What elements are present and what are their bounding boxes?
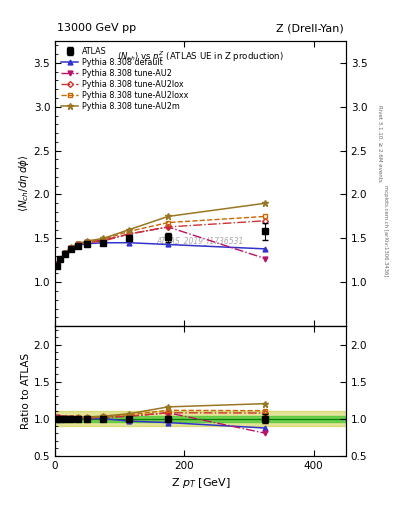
Text: Z (Drell-Yan): Z (Drell-Yan) [276, 23, 344, 33]
Pythia 8.308 tune-AU2loxx [85, 239, 90, 245]
Legend: ATLAS, Pythia 8.308 default, Pythia 8.308 tune-AU2, Pythia 8.308 tune-AU2lox, Py: ATLAS, Pythia 8.308 default, Pythia 8.30… [59, 45, 189, 112]
Pythia 8.308 tune-AU2m [54, 263, 59, 269]
Pythia 8.308 tune-AU2 [166, 224, 171, 230]
Pythia 8.308 tune-AU2lox [127, 231, 132, 237]
Pythia 8.308 tune-AU2loxx [127, 228, 132, 234]
Pythia 8.308 tune-AU2 [85, 239, 90, 245]
Pythia 8.308 tune-AU2lox [69, 245, 73, 251]
Pythia 8.308 tune-AU2 [62, 250, 67, 257]
Pythia 8.308 default [54, 262, 59, 268]
Pythia 8.308 tune-AU2 [101, 237, 106, 243]
Pythia 8.308 tune-AU2m [57, 257, 62, 263]
Y-axis label: $\langle N_{ch}/d\eta\,d\phi\rangle$: $\langle N_{ch}/d\eta\,d\phi\rangle$ [17, 155, 31, 212]
Text: mcplots.cern.ch [arXiv:1306.3436]: mcplots.cern.ch [arXiv:1306.3436] [383, 185, 387, 276]
Pythia 8.308 default [101, 240, 106, 246]
Pythia 8.308 tune-AU2 [75, 242, 80, 248]
Pythia 8.308 tune-AU2 [57, 255, 62, 262]
Bar [55, 411, 346, 426]
Y-axis label: Ratio to ATLAS: Ratio to ATLAS [21, 353, 31, 429]
Pythia 8.308 tune-AU2lox [101, 238, 106, 244]
Pythia 8.308 default [127, 240, 132, 246]
Pythia 8.308 tune-AU2 [263, 255, 267, 262]
X-axis label: Z $p_T$ [GeV]: Z $p_T$ [GeV] [171, 476, 230, 490]
Pythia 8.308 tune-AU2lox [85, 240, 90, 246]
Text: ATLAS_2019_I1736531: ATLAS_2019_I1736531 [157, 236, 244, 245]
Pythia 8.308 tune-AU2loxx [75, 242, 80, 248]
Pythia 8.308 tune-AU2lox [166, 224, 171, 230]
Pythia 8.308 default [166, 242, 171, 248]
Pythia 8.308 tune-AU2loxx [69, 245, 73, 251]
Pythia 8.308 default [85, 241, 90, 247]
Pythia 8.308 tune-AU2m [166, 214, 171, 220]
Pythia 8.308 tune-AU2lox [57, 255, 62, 262]
Pythia 8.308 tune-AU2loxx [62, 250, 67, 257]
Pythia 8.308 tune-AU2m [75, 241, 80, 247]
Text: $\langle N_{ch}\rangle$ vs $p_T^Z$ (ATLAS UE in Z production): $\langle N_{ch}\rangle$ vs $p_T^Z$ (ATLA… [117, 50, 284, 65]
Pythia 8.308 tune-AU2m [69, 244, 73, 250]
Pythia 8.308 tune-AU2 [69, 245, 73, 251]
Pythia 8.308 default [75, 242, 80, 248]
Pythia 8.308 default [69, 246, 73, 252]
Pythia 8.308 tune-AU2loxx [101, 236, 106, 242]
Pythia 8.308 tune-AU2lox [263, 218, 267, 224]
Text: Rivet 3.1.10, ≥ 2.6M events: Rivet 3.1.10, ≥ 2.6M events [377, 105, 382, 182]
Pythia 8.308 tune-AU2lox [62, 250, 67, 257]
Pythia 8.308 default [57, 257, 62, 263]
Pythia 8.308 tune-AU2loxx [166, 220, 171, 226]
Pythia 8.308 tune-AU2m [85, 238, 90, 244]
Pythia 8.308 tune-AU2loxx [263, 214, 267, 220]
Pythia 8.308 tune-AU2m [127, 226, 132, 232]
Pythia 8.308 tune-AU2m [62, 250, 67, 257]
Pythia 8.308 default [62, 251, 67, 257]
Pythia 8.308 tune-AU2 [127, 231, 132, 237]
Pythia 8.308 tune-AU2 [54, 261, 59, 267]
Line: Pythia 8.308 tune-AU2lox: Pythia 8.308 tune-AU2lox [55, 219, 267, 267]
Line: Pythia 8.308 default: Pythia 8.308 default [54, 240, 268, 267]
Pythia 8.308 default [263, 246, 267, 252]
Line: Pythia 8.308 tune-AU2loxx: Pythia 8.308 tune-AU2loxx [55, 215, 267, 267]
Pythia 8.308 tune-AU2lox [75, 242, 80, 248]
Pythia 8.308 tune-AU2loxx [54, 262, 59, 268]
Pythia 8.308 tune-AU2lox [54, 262, 59, 268]
Pythia 8.308 tune-AU2m [263, 200, 267, 206]
Line: Pythia 8.308 tune-AU2: Pythia 8.308 tune-AU2 [54, 225, 268, 266]
Bar [55, 416, 346, 421]
Text: 13000 GeV pp: 13000 GeV pp [57, 23, 136, 33]
Line: Pythia 8.308 tune-AU2m: Pythia 8.308 tune-AU2m [53, 200, 268, 269]
Pythia 8.308 tune-AU2m [101, 236, 106, 242]
Pythia 8.308 tune-AU2loxx [57, 257, 62, 263]
